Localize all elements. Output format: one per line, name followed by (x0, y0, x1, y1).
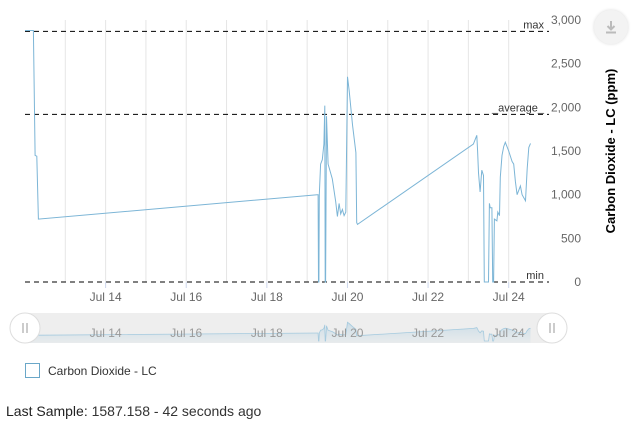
y-tick-label: 1,500 (551, 144, 581, 158)
last-sample-label: Last Sample: (6, 403, 88, 419)
plot-line-label: _average_ (491, 102, 545, 114)
x-tick-label: Jul 14 (90, 290, 122, 304)
y-axis-title: Carbon Dioxide - LC (ppm) (603, 69, 618, 234)
y-tick-label: 2,000 (551, 100, 581, 114)
navigator-tick-label: Jul 20 (331, 326, 363, 340)
x-tick-label: Jul 18 (251, 290, 283, 304)
plot-line-label: min (526, 270, 544, 282)
download-icon (606, 21, 616, 34)
export-button[interactable] (594, 10, 628, 44)
navigator-series-area-0 (25, 318, 531, 343)
last-sample-status: Last Sample: 1587.158 - 42 seconds ago (6, 403, 261, 419)
navigator[interactable]: Jul 14 Jul 16 Jul 18 Jul 20 Jul 22 Jul 24 (9, 312, 568, 344)
x-tick-label: Jul 16 (170, 290, 202, 304)
last-sample-value: 1587.158 - 42 seconds ago (91, 403, 262, 419)
navigator-tick-label: Jul 22 (412, 326, 444, 340)
handle-knob[interactable] (536, 312, 568, 344)
plot-lines: max _average_min (25, 19, 549, 283)
handle-knob[interactable] (9, 312, 41, 344)
co2-chart: max _average_min Jul 14 Jul 16 Jul 18 Jul 20… (9, 13, 618, 344)
navigator-handle-left[interactable] (9, 312, 41, 344)
x-axis: Jul 14 Jul 16 Jul 18 Jul 20 Jul 22 Jul 24 (90, 282, 525, 304)
y-tick-label: 3,000 (551, 13, 581, 27)
navigator-tick-label: Jul 16 (170, 326, 202, 340)
y-tick-label: 2,500 (551, 57, 581, 71)
x-tick-label: Jul 24 (493, 290, 525, 304)
x-tick-label: Jul 20 (331, 290, 363, 304)
y-tick-label: 1,000 (551, 188, 581, 202)
navigator-tick-label: Jul 24 (493, 326, 525, 340)
legend-item-co2[interactable]: Carbon Dioxide - LC (25, 363, 157, 378)
navigator-series-line-0 (25, 317, 531, 342)
navigator-tick-label: Jul 18 (251, 326, 283, 340)
series-layer (25, 30, 531, 283)
legend-label: Carbon Dioxide - LC (48, 363, 157, 378)
x-tick-label: Jul 22 (412, 290, 444, 304)
legend-swatch (25, 363, 40, 378)
y-tick-label: 0 (574, 275, 581, 289)
series-line-0 (25, 30, 531, 283)
y-tick-label: 500 (561, 231, 581, 245)
navigator-tick-label: Jul 14 (90, 326, 122, 340)
plot-line-label: max (523, 19, 544, 31)
grid (64, 20, 510, 282)
navigator-handle-right[interactable] (536, 312, 568, 344)
y-axis: 0 500 1,000 1,500 2,000 2,500 3,000 Carbon Diox… (551, 13, 618, 289)
